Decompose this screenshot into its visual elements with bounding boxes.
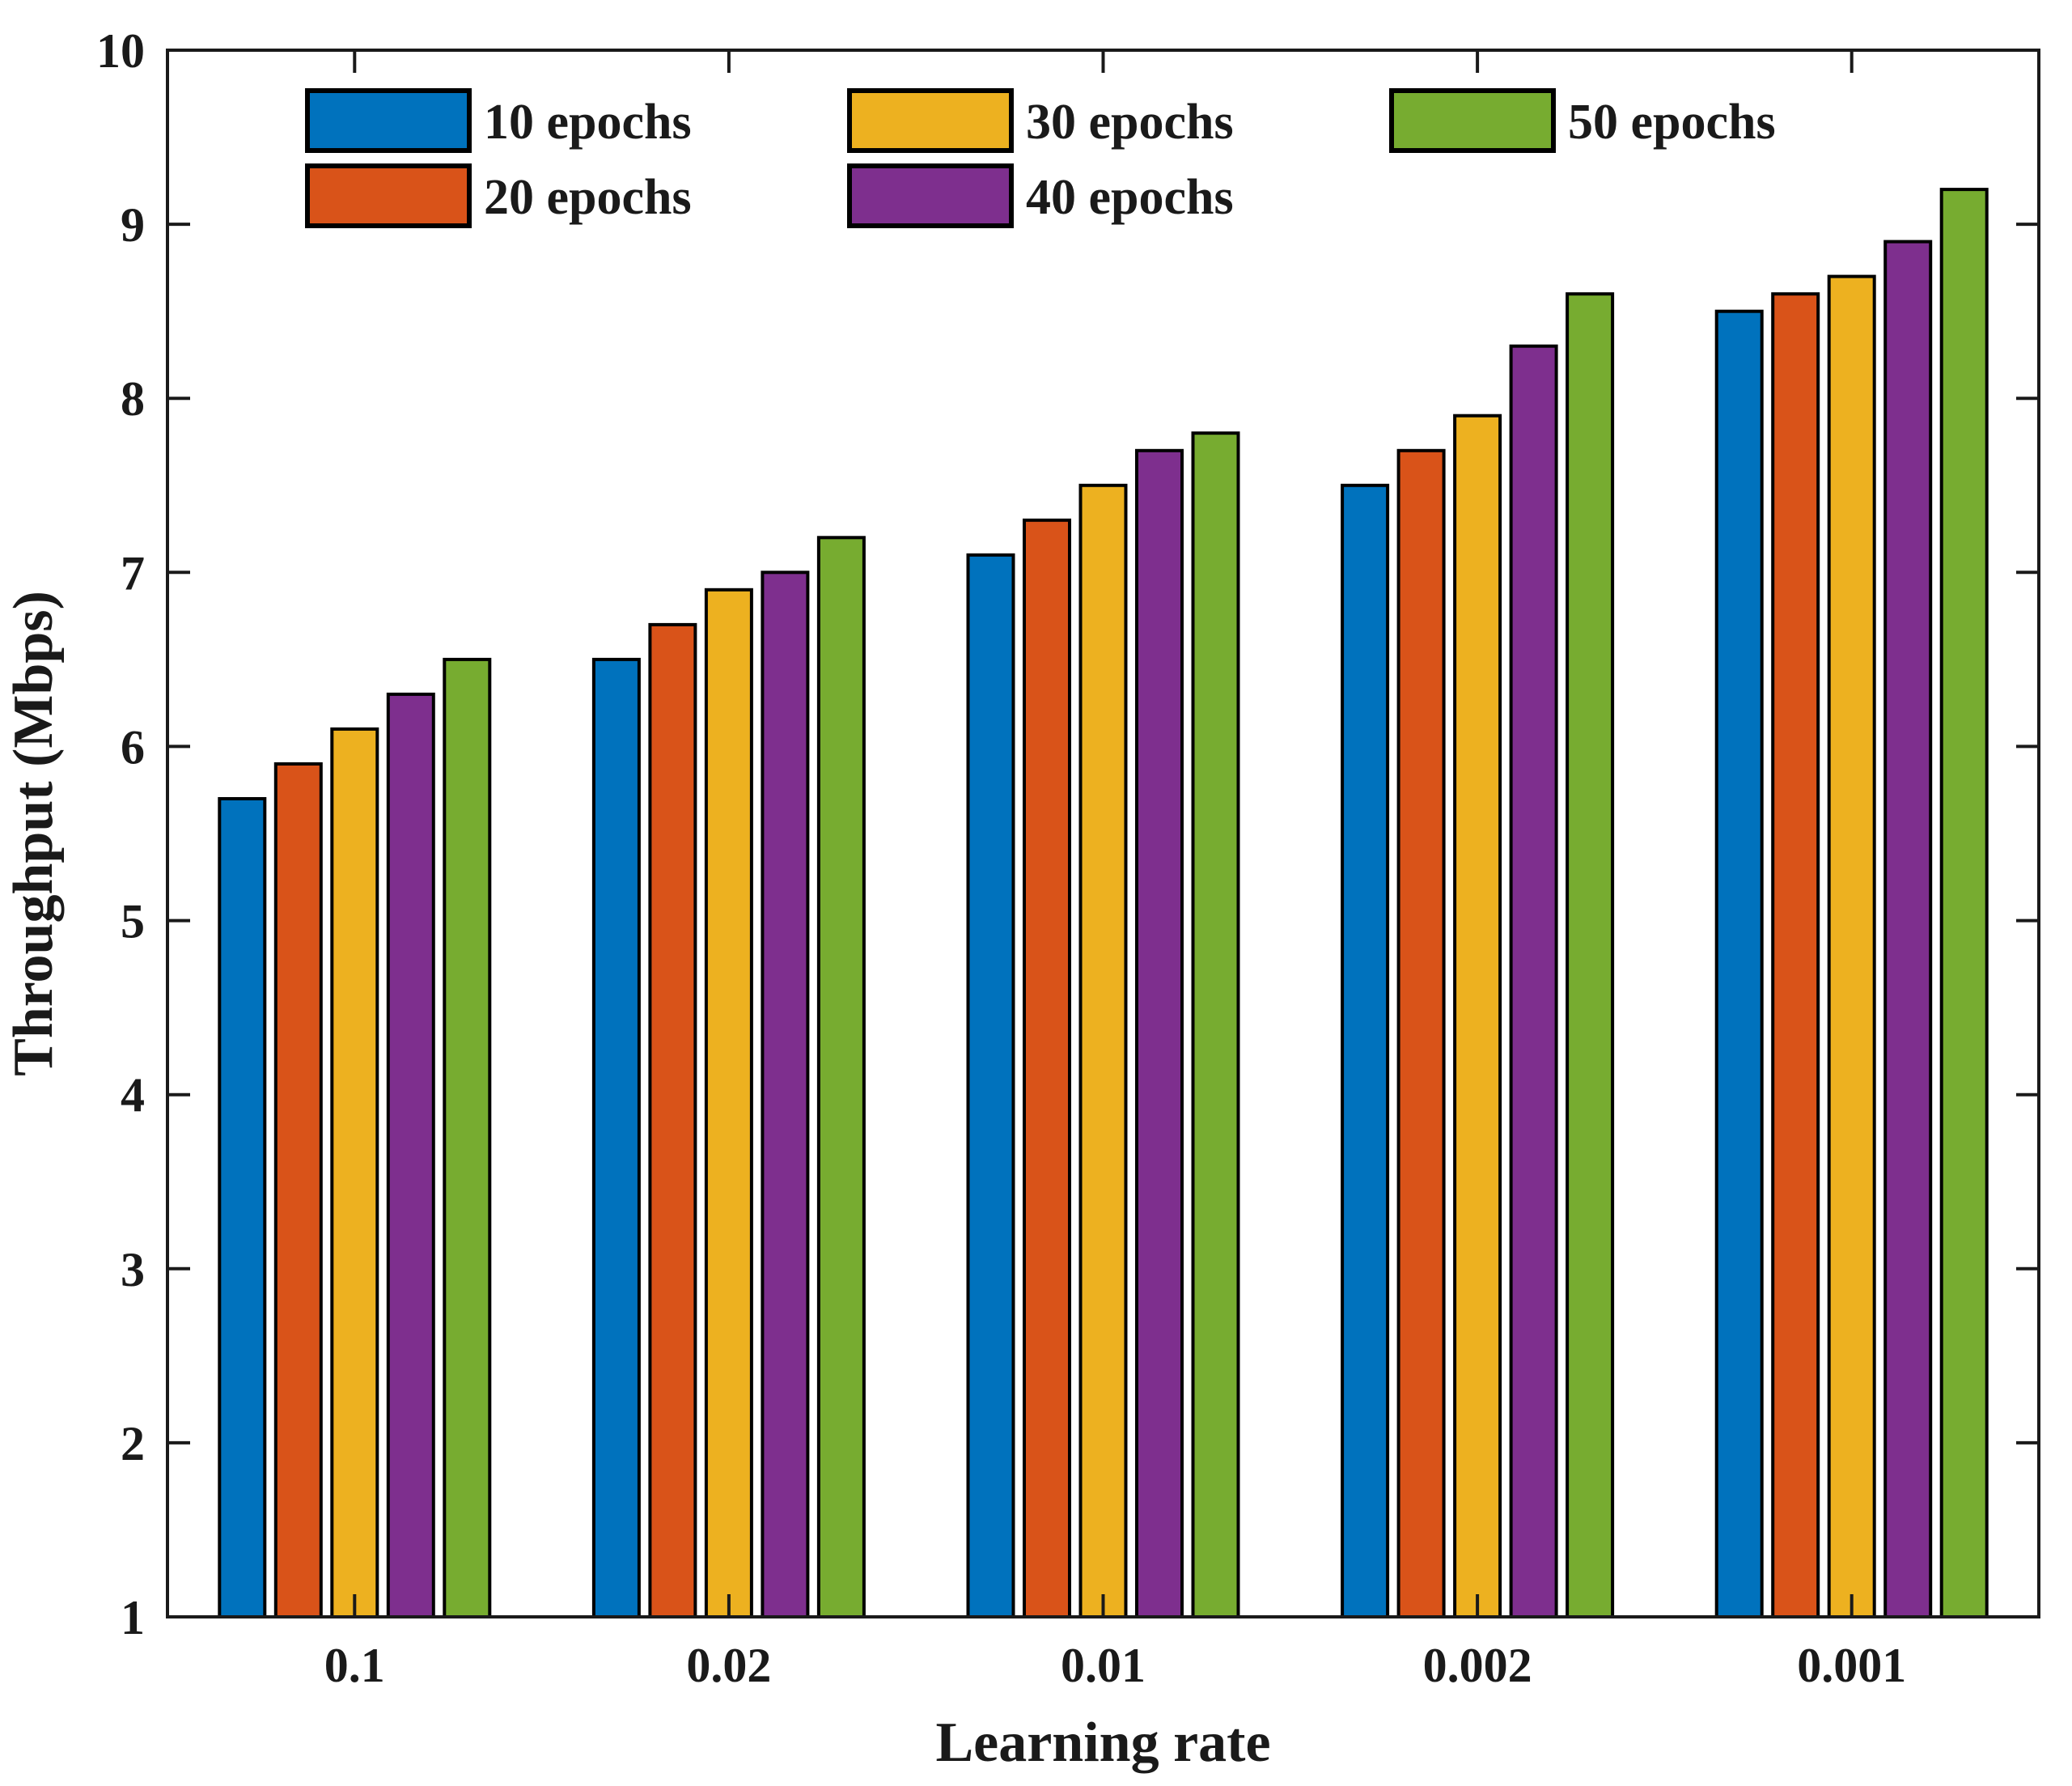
y-tick-label: 2: [121, 1417, 145, 1470]
x-tick-label: 0.002: [1423, 1639, 1532, 1692]
tick-labels-group: 1 2 3 4 5 6 7 8 9 10 0.1 0.02 0.01 0.002 0.001: [96, 24, 1906, 1692]
bar-40-epochs-0.1: [386, 692, 435, 1618]
bar-30-epochs-0.1: [330, 727, 379, 1618]
bar-30-epochs-0.01: [1078, 483, 1128, 1618]
legend-label-30-epochs: 30 epochs: [1026, 95, 1234, 150]
legend-swatch-30-epochs: [847, 88, 1014, 153]
legend-item-50-epochs: 50 epochs: [1389, 88, 1776, 153]
bar-40-epochs-0.01: [1135, 448, 1184, 1618]
bar-20-epochs-0.02: [648, 622, 697, 1618]
bars-group: [218, 188, 1989, 1619]
bar-10-epochs-0.1: [218, 797, 267, 1618]
bar-20-epochs-0.1: [273, 762, 323, 1618]
x-tick-label: 0.1: [324, 1639, 385, 1692]
bar-50-epochs-0.001: [1939, 188, 1989, 1619]
bar-10-epochs-0.02: [591, 657, 641, 1618]
y-tick-label: 1: [121, 1591, 145, 1644]
bar-10-epochs-0.001: [1714, 309, 1764, 1619]
bar-20-epochs-0.002: [1396, 448, 1446, 1618]
legend: 10 epochs 20 epochs 30 epochs 40 epochs 50 e…: [305, 88, 1776, 228]
y-tick-label: 9: [121, 198, 145, 252]
legend-label-10-epochs: 10 epochs: [484, 95, 692, 150]
legend-item-20-epochs: 20 epochs: [305, 163, 692, 228]
legend-label-40-epochs: 40 epochs: [1026, 170, 1234, 225]
legend-swatch-20-epochs: [305, 163, 472, 228]
legend-item-30-epochs: 30 epochs: [847, 88, 1234, 153]
bar-40-epochs-0.001: [1883, 240, 1933, 1619]
y-tick-label: 4: [121, 1069, 145, 1122]
bar-10-epochs-0.01: [966, 553, 1015, 1618]
y-tick-label: 10: [96, 24, 145, 78]
y-tick-label: 3: [121, 1243, 145, 1296]
y-axis-title: Throughput (Mbps): [2, 591, 65, 1076]
bar-30-epochs-0.002: [1453, 414, 1502, 1619]
y-tick-label: 7: [121, 546, 145, 600]
legend-item-40-epochs: 40 epochs: [847, 163, 1234, 228]
x-tick-label: 0.001: [1797, 1639, 1906, 1692]
x-tick-label: 0.01: [1061, 1639, 1146, 1692]
x-axis-title: Learning rate: [935, 1712, 1270, 1774]
bar-30-epochs-0.001: [1827, 274, 1876, 1619]
legend-label-20-epochs: 20 epochs: [484, 170, 692, 225]
bar-50-epochs-0.02: [816, 536, 866, 1618]
bar-40-epochs-0.02: [761, 571, 810, 1618]
legend-label-50-epochs: 50 epochs: [1568, 95, 1776, 150]
bar-20-epochs-0.01: [1023, 518, 1071, 1618]
legend-swatch-50-epochs: [1389, 88, 1556, 153]
x-tick-label: 0.02: [686, 1639, 771, 1692]
bar-10-epochs-0.002: [1341, 483, 1390, 1618]
bar-50-epochs-0.1: [443, 657, 492, 1618]
legend-swatch-40-epochs: [847, 163, 1014, 228]
y-tick-label: 6: [121, 720, 145, 774]
bar-20-epochs-0.001: [1771, 292, 1820, 1619]
bar-30-epochs-0.02: [704, 588, 753, 1618]
legend-swatch-10-epochs: [305, 88, 472, 153]
ticks-group: [167, 49, 2039, 1618]
legend-item-10-epochs: 10 epochs: [305, 88, 692, 153]
bar-50-epochs-0.01: [1191, 431, 1240, 1619]
y-tick-label: 8: [121, 372, 145, 426]
bar-50-epochs-0.002: [1566, 292, 1615, 1619]
y-tick-label: 5: [121, 895, 145, 948]
bar-40-epochs-0.002: [1509, 344, 1558, 1619]
